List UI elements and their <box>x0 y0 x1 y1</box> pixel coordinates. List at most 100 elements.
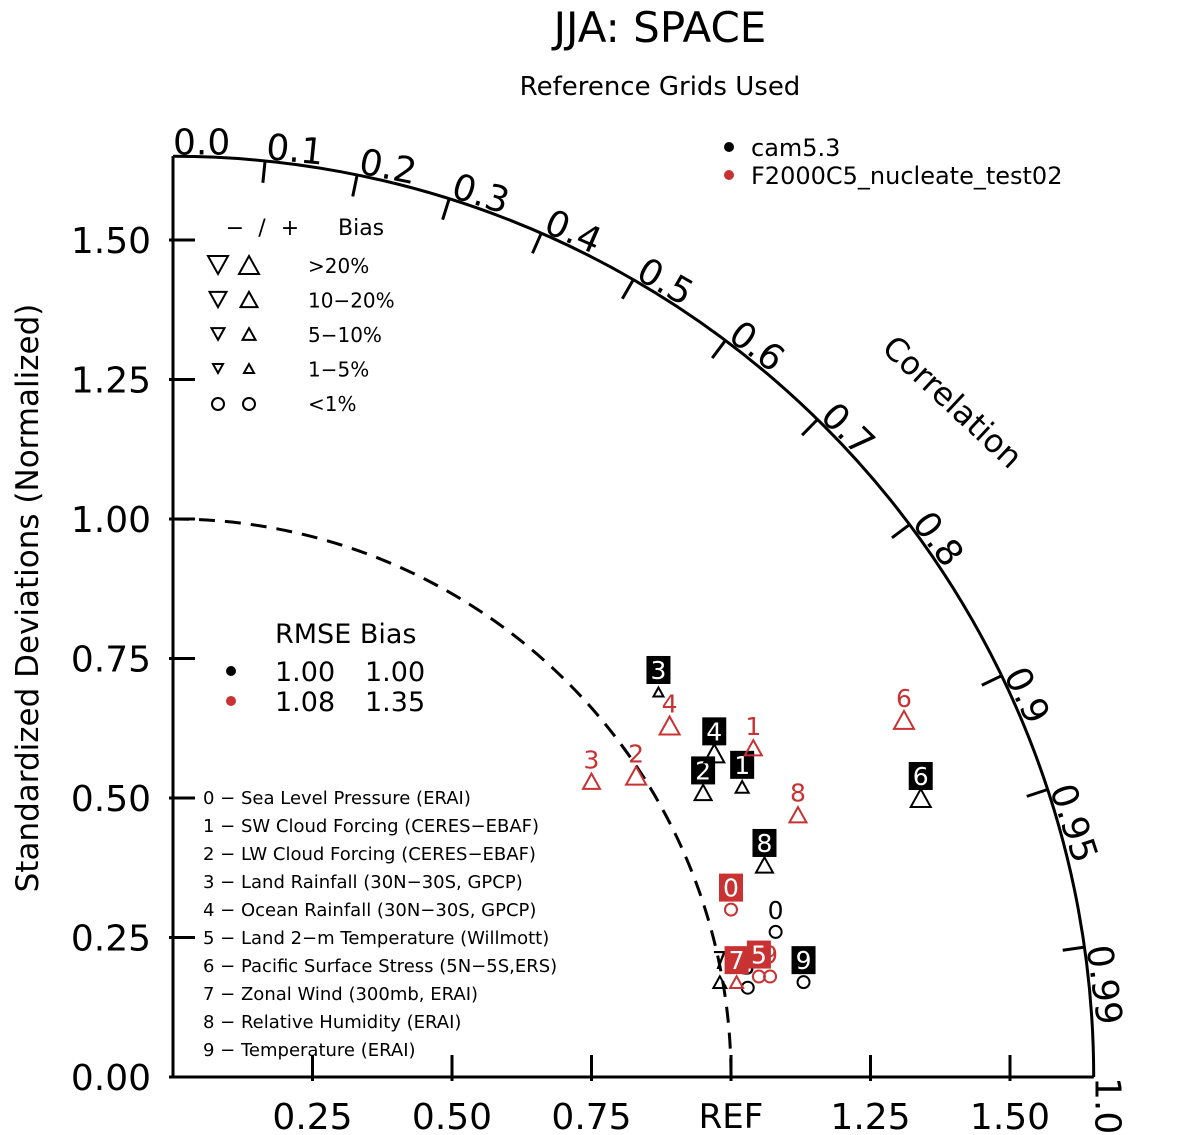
x-tick-label: 1.25 <box>830 1097 910 1135</box>
correlation-tick <box>531 232 543 254</box>
data-marks: 01234567890123456789 <box>581 655 933 995</box>
bias-legend-triangle-down <box>206 255 230 277</box>
legend-dot <box>724 142 734 152</box>
chart-subtitle: Reference Grids Used <box>520 72 801 102</box>
correlation-tick <box>1026 788 1049 798</box>
bias-legend-header: Bias <box>338 216 384 241</box>
marker-triangle <box>754 855 775 874</box>
correlation-tick-label: 0.95 <box>1041 779 1105 868</box>
point-label-box <box>646 655 671 684</box>
point-label: 1 <box>745 712 761 741</box>
correlation-tick-label: 0.8 <box>904 504 971 574</box>
marker-triangle <box>787 805 809 824</box>
y-axis-label: Standardized Deviations (Normalized) <box>10 304 46 893</box>
legend-series-name: cam5.3 <box>751 134 840 162</box>
bias-legend-circle <box>242 397 256 411</box>
bias-legend-label: >20% <box>308 254 369 278</box>
point-label: 3 <box>651 656 667 685</box>
marker-triangle <box>657 714 682 736</box>
correlation-tick-label: 0.9 <box>995 661 1057 730</box>
point-label: 4 <box>706 717 722 746</box>
correlation-tick <box>261 160 267 183</box>
stats-bias: 1.35 <box>365 687 425 718</box>
point-label: 8 <box>757 829 773 858</box>
bias-legend-header: − <box>226 216 244 241</box>
point-label: 5 <box>751 941 767 970</box>
stats-dot <box>226 696 236 706</box>
correlation-tick-label: 0.3 <box>447 166 514 222</box>
correlation-tick <box>621 278 635 300</box>
point-label: 6 <box>896 684 912 713</box>
stats-rmse: 1.00 <box>275 657 335 688</box>
marker-triangle <box>892 708 916 730</box>
bias-legend-header: + <box>281 216 299 241</box>
legend-series-name: F2000C5_nucleate_test02 <box>751 162 1062 190</box>
x-tick-label: 0.50 <box>412 1097 492 1135</box>
variable-label: 3 − Land Rainfall (30N−30S, GPCP) <box>203 872 523 893</box>
point-label: 7 <box>712 946 728 975</box>
variable-label: 6 − Pacific Surface Stress (5N−5S,ERS) <box>203 956 557 977</box>
chart-title: JJA: SPACE <box>551 3 767 52</box>
correlation-tick-label: 0.0 <box>173 122 230 163</box>
marker-triangle <box>728 974 745 989</box>
y-tick-label: 0.25 <box>71 919 151 960</box>
point-label: 4 <box>662 689 678 718</box>
legend-dot <box>724 170 734 180</box>
marker-triangle <box>711 974 729 989</box>
bias-legend-triangle-down <box>209 327 227 342</box>
x-tick-label: 1.50 <box>970 1097 1050 1135</box>
marker-triangle <box>651 685 666 698</box>
x-tick-label: 0.75 <box>551 1097 631 1135</box>
variable-label: 1 − SW Cloud Forcing (CERES−EBAF) <box>203 816 539 837</box>
point-label: 9 <box>762 941 778 970</box>
correlation-tick <box>1062 945 1085 952</box>
point-label-box <box>752 828 777 857</box>
reference-arc <box>172 517 733 1078</box>
ref-label: REF <box>699 1097 764 1135</box>
y-tick-label: 1.25 <box>71 361 151 402</box>
marker-triangle <box>743 738 764 757</box>
marker-circle <box>763 969 778 984</box>
correlation-tick <box>891 523 911 539</box>
correlation-tick-label: 0.5 <box>630 250 700 314</box>
point-label-box <box>724 946 749 975</box>
variable-label: 8 − Relative Humidity (ERAI) <box>203 1012 461 1033</box>
bias-legend-label: 10−20% <box>308 289 395 313</box>
correlation-tick-label: 0.6 <box>721 313 791 380</box>
bias-legend-triangle-up <box>238 289 260 309</box>
point-label-box <box>746 940 771 969</box>
point-label-box <box>908 762 933 790</box>
bias-legend-triangle-up <box>237 253 261 275</box>
marker-triangle <box>702 742 726 764</box>
stats-bias: 1.00 <box>365 657 425 688</box>
bias-legend-header: / <box>258 216 266 241</box>
point-label: 8 <box>790 779 806 808</box>
point-label: 0 <box>768 896 784 925</box>
correlation-label: Correlation <box>875 328 1030 476</box>
marker-triangle <box>581 771 602 790</box>
marker-circle <box>796 975 811 990</box>
marker-triangle <box>733 778 751 794</box>
point-label-box <box>719 873 743 902</box>
point-label-box <box>691 756 716 785</box>
variable-label: 7 − Zonal Wind (300mb, ERAI) <box>203 984 478 1005</box>
point-label: 2 <box>695 756 711 785</box>
outer-arc <box>172 154 1096 1078</box>
correlation-tick <box>981 674 1003 687</box>
variable-label: 5 − Land 2−m Temperature (Willmott) <box>203 928 549 949</box>
marker-circle <box>724 902 738 917</box>
bias-legend-circle <box>211 397 225 411</box>
marker-triangle <box>692 782 714 802</box>
bias-legend-triangle-down <box>207 290 229 310</box>
marker-triangle <box>624 764 648 786</box>
point-label-box <box>702 717 727 746</box>
marker-triangle <box>909 786 933 808</box>
x-tick-label: 0.25 <box>272 1097 352 1135</box>
correlation-tick <box>801 418 819 437</box>
y-tick-label: 0.00 <box>71 1058 151 1099</box>
bias-legend-triangle-down <box>211 363 225 376</box>
correlation-tick-label: 0.7 <box>813 395 883 464</box>
correlation-tick-label: 1.0 <box>1087 1077 1128 1134</box>
